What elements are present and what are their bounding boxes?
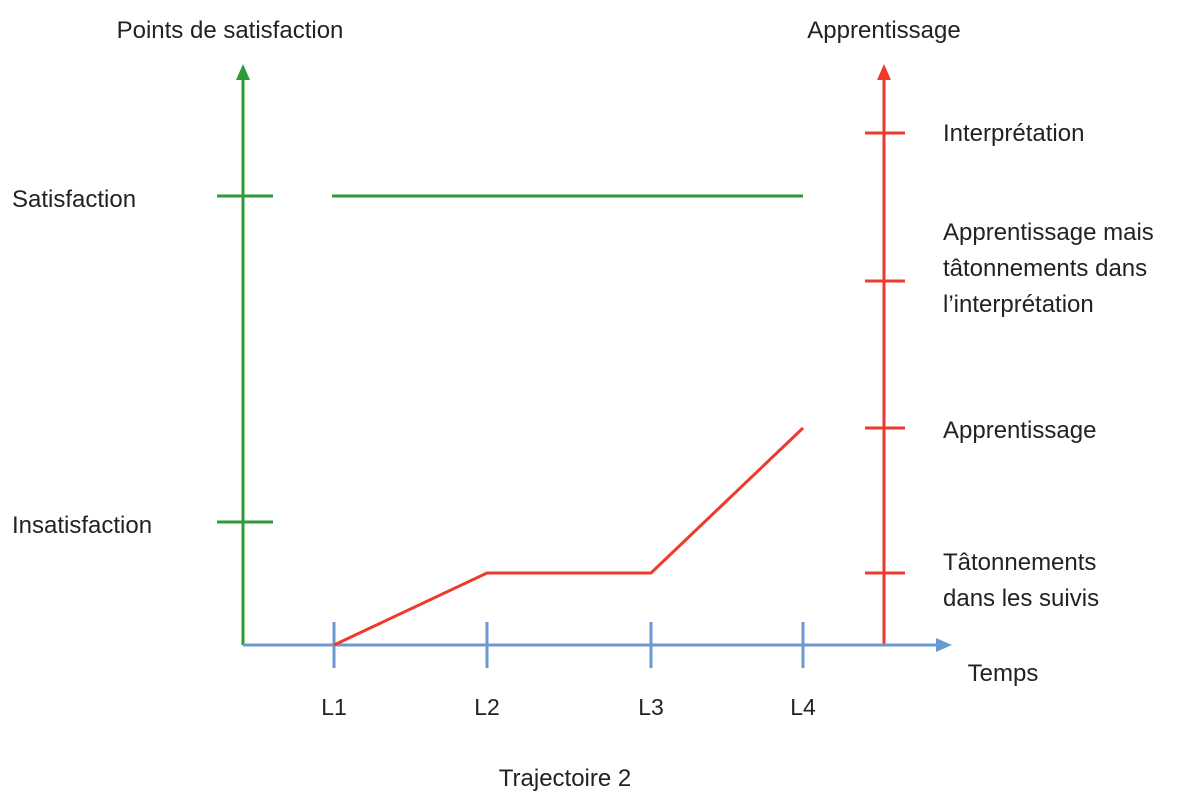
right-tick-label: Tâtonnements dans les suivis [943,549,1099,612]
left-tick-label: Insatisfaction [12,512,152,539]
chart-title: Trajectoire 2 [499,765,632,791]
right-y-axis-arrowhead [877,64,891,80]
left-y-axis-label: Points de satisfaction [117,17,344,44]
x-tick-label: L4 [790,694,816,720]
right-tick-label: Apprentissage [943,417,1096,444]
left-y-axis-arrowhead [236,64,250,80]
right-tick-label: Interprétation [943,120,1084,147]
x-tick-label: L3 [638,694,664,720]
left-tick-label: Satisfaction [12,186,136,213]
x-tick-label: L2 [474,694,500,720]
learning-series-line [333,426,805,647]
right-y-axis-label: Apprentissage [807,17,960,44]
x-tick-label: L1 [321,694,347,720]
x-axis-arrowhead [936,638,952,652]
right-tick-label: Apprentissage mais tâtonnements dans l’int… [943,219,1154,318]
x-axis-label: Temps [968,660,1039,687]
